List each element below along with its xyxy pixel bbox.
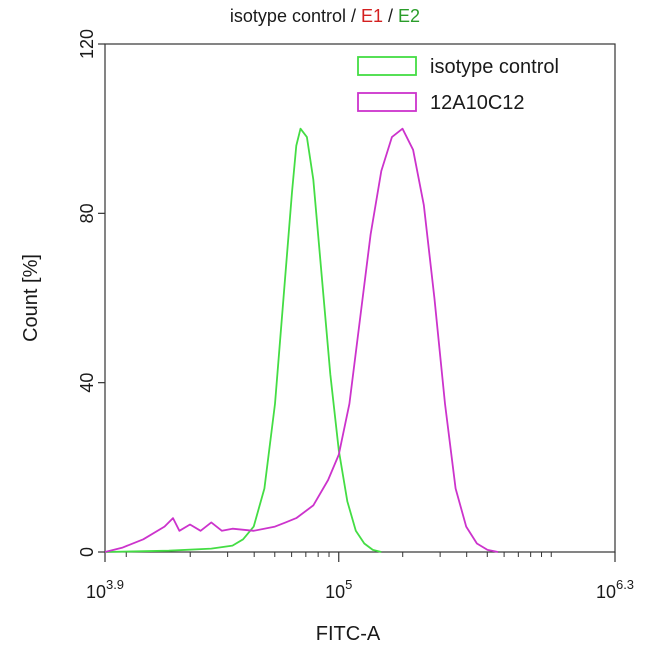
x-axis-ticks: 103.9 105 106.3 <box>86 552 634 602</box>
y-tick-label: 0 <box>77 547 97 557</box>
chart-title: isotype control / E1 / E2 <box>0 6 650 27</box>
legend-label: 12A10C12 <box>430 92 525 114</box>
series-line-isotype-control <box>104 127 382 553</box>
legend-swatch <box>357 92 417 112</box>
legend-swatch <box>357 56 417 76</box>
legend-label: isotype control <box>430 56 559 78</box>
title-sep: / <box>383 6 399 26</box>
y-axis-ticks: 0 40 80 120 <box>77 29 105 557</box>
series-line-12a10c12 <box>104 127 499 553</box>
x-tick-label: 105 <box>325 577 352 602</box>
y-tick-label: 120 <box>77 29 97 59</box>
legend: isotype control 12A10C12 <box>357 56 559 114</box>
title-prefix: isotype control / <box>229 6 361 26</box>
title-e1: E1 <box>360 6 384 26</box>
y-tick-label: 80 <box>77 203 97 223</box>
x-tick-label: 103.9 <box>86 577 124 602</box>
x-tick-label: 106.3 <box>596 577 634 602</box>
x-axis-label: FITC-A <box>316 623 381 645</box>
y-axis-label: Count [%] <box>20 254 42 342</box>
title-e2: E2 <box>398 6 421 26</box>
series-curves <box>104 127 499 553</box>
plot-frame <box>104 43 616 553</box>
y-tick-label: 40 <box>77 373 97 393</box>
